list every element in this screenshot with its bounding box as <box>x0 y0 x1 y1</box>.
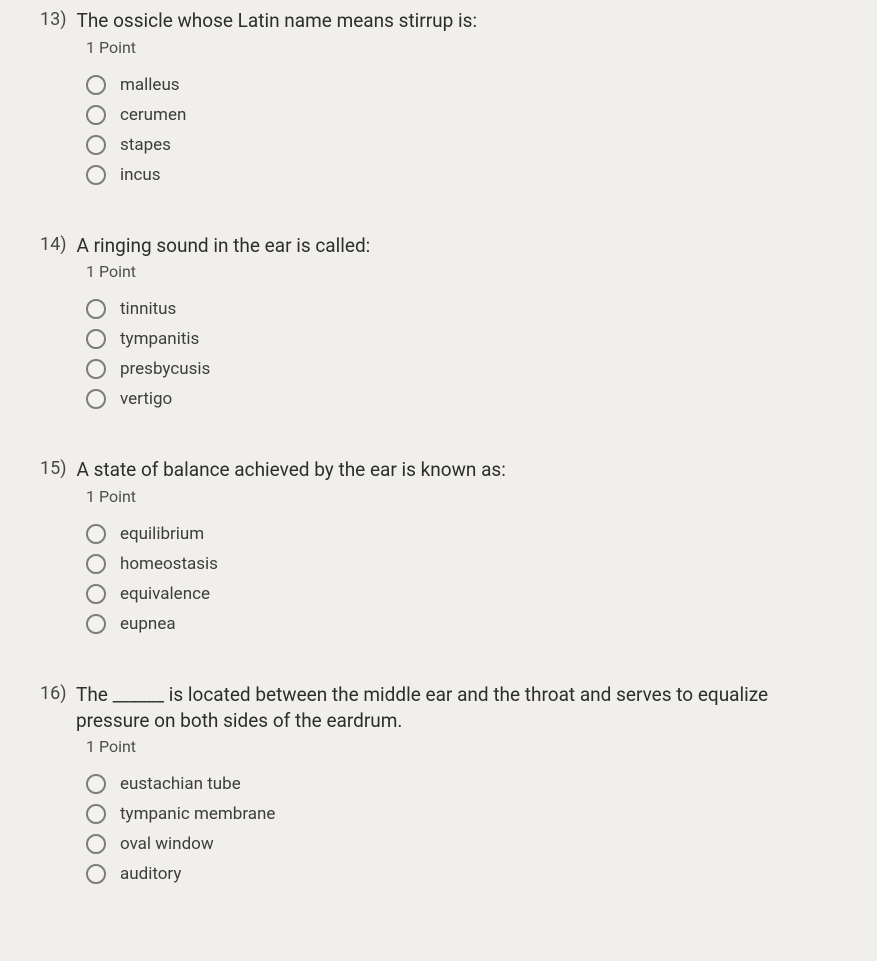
radio-icon[interactable] <box>86 804 106 824</box>
radio-icon[interactable] <box>86 864 106 884</box>
option-label: tympanitis <box>120 329 199 349</box>
option-label: presbycusis <box>120 359 210 379</box>
question-number: 15) <box>40 457 77 479</box>
radio-icon[interactable] <box>86 359 106 379</box>
radio-icon[interactable] <box>86 299 106 319</box>
option-tympanitis[interactable]: tympanitis <box>86 329 837 349</box>
radio-icon[interactable] <box>86 165 106 185</box>
radio-icon[interactable] <box>86 329 106 349</box>
radio-icon[interactable] <box>86 389 106 409</box>
options-group: equilibrium homeostasis equivalence eupn… <box>86 524 837 634</box>
question-number: 13) <box>40 8 77 30</box>
option-stapes[interactable]: stapes <box>86 135 837 155</box>
option-label: equilibrium <box>120 524 204 544</box>
option-malleus[interactable]: malleus <box>86 75 837 95</box>
question-number: 16) <box>40 682 76 704</box>
options-group: eustachian tube tympanic membrane oval w… <box>86 774 837 884</box>
question-text: A ringing sound in the ear is called: <box>77 233 371 259</box>
option-incus[interactable]: incus <box>86 165 837 185</box>
radio-icon[interactable] <box>86 135 106 155</box>
option-auditory[interactable]: auditory <box>86 864 837 884</box>
radio-icon[interactable] <box>86 524 106 544</box>
option-oval-window[interactable]: oval window <box>86 834 837 854</box>
option-label: vertigo <box>120 389 172 409</box>
question-text: The ______ is located between the middle… <box>76 682 837 733</box>
option-eustachian-tube[interactable]: eustachian tube <box>86 774 837 794</box>
option-label: homeostasis <box>120 554 218 574</box>
question-points: 1 Point <box>86 38 837 57</box>
options-group: malleus cerumen stapes incus <box>86 75 837 185</box>
option-label: auditory <box>120 864 181 884</box>
radio-icon[interactable] <box>86 614 106 634</box>
option-label: tympanic membrane <box>120 804 275 824</box>
option-label: oval window <box>120 834 214 854</box>
options-group: tinnitus tympanitis presbycusis vertigo <box>86 299 837 409</box>
radio-icon[interactable] <box>86 584 106 604</box>
option-equivalence[interactable]: equivalence <box>86 584 837 604</box>
question-15: 15) A state of balance achieved by the e… <box>40 457 837 634</box>
question-header: 13) The ossicle whose Latin name means s… <box>40 8 837 34</box>
option-vertigo[interactable]: vertigo <box>86 389 837 409</box>
option-eupnea[interactable]: eupnea <box>86 614 837 634</box>
radio-icon[interactable] <box>86 75 106 95</box>
option-presbycusis[interactable]: presbycusis <box>86 359 837 379</box>
option-label: equivalence <box>120 584 210 604</box>
question-header: 15) A state of balance achieved by the e… <box>40 457 837 483</box>
radio-icon[interactable] <box>86 774 106 794</box>
question-16: 16) The ______ is located between the mi… <box>40 682 837 884</box>
question-header: 16) The ______ is located between the mi… <box>40 682 837 733</box>
option-cerumen[interactable]: cerumen <box>86 105 837 125</box>
question-14: 14) A ringing sound in the ear is called… <box>40 233 837 410</box>
option-tinnitus[interactable]: tinnitus <box>86 299 837 319</box>
question-points: 1 Point <box>86 737 837 756</box>
radio-icon[interactable] <box>86 105 106 125</box>
question-text: A state of balance achieved by the ear i… <box>77 457 506 483</box>
option-label: incus <box>120 165 161 185</box>
option-tympanic-membrane[interactable]: tympanic membrane <box>86 804 837 824</box>
option-label: malleus <box>120 75 180 95</box>
option-label: cerumen <box>120 105 186 125</box>
option-equilibrium[interactable]: equilibrium <box>86 524 837 544</box>
option-label: eupnea <box>120 614 176 634</box>
option-label: eustachian tube <box>120 774 241 794</box>
radio-icon[interactable] <box>86 554 106 574</box>
question-points: 1 Point <box>86 487 837 506</box>
question-13: 13) The ossicle whose Latin name means s… <box>40 8 837 185</box>
question-points: 1 Point <box>86 262 837 281</box>
radio-icon[interactable] <box>86 834 106 854</box>
option-homeostasis[interactable]: homeostasis <box>86 554 837 574</box>
question-number: 14) <box>40 233 77 255</box>
question-text: The ossicle whose Latin name means stirr… <box>77 8 478 34</box>
option-label: stapes <box>120 135 171 155</box>
question-header: 14) A ringing sound in the ear is called… <box>40 233 837 259</box>
option-label: tinnitus <box>120 299 176 319</box>
